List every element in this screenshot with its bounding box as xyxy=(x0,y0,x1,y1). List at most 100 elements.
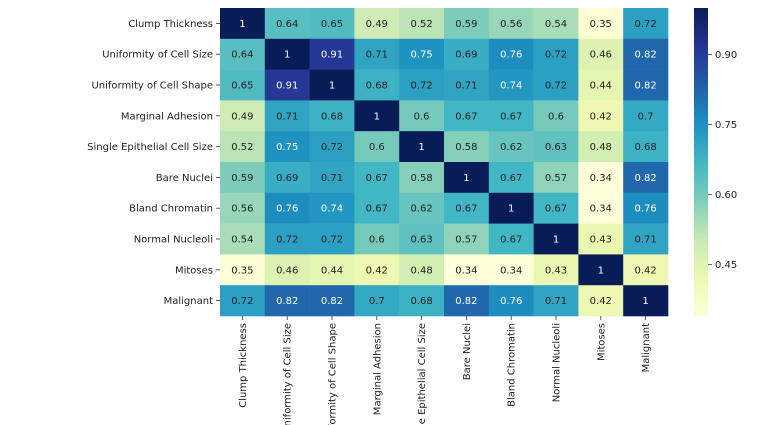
cell-value-label: 0.67 xyxy=(366,173,388,184)
heatmap-cell xyxy=(444,192,490,224)
heatmap-cell xyxy=(399,69,445,101)
cell-value-label: 0.59 xyxy=(455,19,477,30)
heatmap-cell xyxy=(533,192,579,224)
heatmap-cells: 1 0.64 0.65 0.49 0.52 0.59 0.56 0.54 0.35 0.72 0.6… xyxy=(220,8,669,317)
column-label: Malignant xyxy=(641,323,652,372)
heatmap-cell xyxy=(623,223,669,255)
heatmap-cell xyxy=(354,8,400,40)
heatmap-cell xyxy=(444,38,490,70)
cell-value-label: 0.43 xyxy=(590,235,612,246)
cell-value-label: 1 xyxy=(329,81,335,92)
cell-value-label: 0.72 xyxy=(276,235,298,246)
cell-value-label: 0.52 xyxy=(231,142,253,153)
heatmap-cell xyxy=(354,223,400,255)
heatmap-cell xyxy=(488,8,534,40)
heatmap-cell xyxy=(578,8,624,40)
cell-value-label: 0.82 xyxy=(455,296,477,307)
heatmap-cell xyxy=(533,69,579,101)
cell-value-label: 0.34 xyxy=(455,265,477,276)
cell-value-label: 0.72 xyxy=(545,50,567,61)
cell-value-label: 0.82 xyxy=(321,296,343,307)
heatmap-cell xyxy=(220,8,266,40)
cell-value-label: 0.72 xyxy=(545,81,567,92)
cell-value-label: 1 xyxy=(239,19,245,30)
heatmap-cell xyxy=(623,131,669,163)
heatmap-cell xyxy=(354,69,400,101)
cell-value-label: 0.72 xyxy=(410,81,432,92)
heatmap-cell xyxy=(578,162,624,194)
heatmap-cell xyxy=(264,131,310,163)
cell-value-label: 0.75 xyxy=(410,50,432,61)
column-label: Normal Nucleoli xyxy=(552,323,563,402)
heatmap-cell xyxy=(578,69,624,101)
heatmap-cell xyxy=(623,162,669,194)
cell-value-label: 0.6 xyxy=(369,142,385,153)
cell-value-label: 0.76 xyxy=(500,50,522,61)
heatmap-cell xyxy=(354,131,400,163)
cell-value-label: 0.71 xyxy=(634,235,656,246)
cell-value-label: 1 xyxy=(418,142,424,153)
cell-value-label: 0.46 xyxy=(276,265,298,276)
cell-value-label: 0.75 xyxy=(276,142,298,153)
column-label: Bare Nuclei xyxy=(462,323,473,380)
cell-value-label: 0.6 xyxy=(369,235,385,246)
column-label: Single Epithelial Cell Size xyxy=(417,323,428,425)
row-label: Single Epithelial Cell Size xyxy=(87,142,213,153)
cell-value-label: 0.35 xyxy=(590,19,612,30)
heatmap-cell xyxy=(399,254,445,286)
heatmap-cell xyxy=(488,131,534,163)
heatmap-cell xyxy=(264,38,310,70)
heatmap-cell xyxy=(220,100,266,132)
heatmap-cell xyxy=(578,100,624,132)
heatmap-cell xyxy=(488,192,534,224)
cell-value-label: 0.72 xyxy=(231,296,253,307)
heatmap-cell xyxy=(220,162,266,194)
cell-value-label: 0.42 xyxy=(590,296,612,307)
cell-value-label: 0.74 xyxy=(321,204,343,215)
column-label: Mitoses xyxy=(596,323,607,361)
cell-value-label: 0.69 xyxy=(276,173,298,184)
heatmap-cell xyxy=(399,223,445,255)
heatmap-cell xyxy=(533,100,579,132)
cell-value-label: 0.71 xyxy=(366,50,388,61)
cell-value-label: 0.35 xyxy=(231,265,253,276)
heatmap-cell xyxy=(309,100,355,132)
cell-value-label: 0.68 xyxy=(410,296,432,307)
cell-value-label: 0.44 xyxy=(590,81,612,92)
cell-value-label: 1 xyxy=(463,173,469,184)
column-label: Marginal Adhesion xyxy=(372,323,383,415)
row-label: Bare Nuclei xyxy=(156,173,213,184)
heatmap-cell xyxy=(444,69,490,101)
heatmap-cell xyxy=(444,131,490,163)
heatmap-cell xyxy=(578,131,624,163)
cell-value-label: 0.58 xyxy=(455,142,477,153)
heatmap-cell xyxy=(220,254,266,286)
heatmap-cell xyxy=(399,192,445,224)
cell-value-label: 0.71 xyxy=(321,173,343,184)
heatmap-cell xyxy=(309,192,355,224)
cell-value-label: 0.34 xyxy=(500,265,522,276)
heatmap-cell xyxy=(578,285,624,317)
heatmap-cell xyxy=(220,131,266,163)
heatmap-cell xyxy=(533,8,579,40)
heatmap-cell xyxy=(623,192,669,224)
cell-value-label: 0.58 xyxy=(410,173,432,184)
cell-value-label: 0.67 xyxy=(500,235,522,246)
cell-value-label: 0.82 xyxy=(634,173,656,184)
cell-value-label: 0.62 xyxy=(500,142,522,153)
heatmap-cell xyxy=(220,192,266,224)
cell-value-label: 0.82 xyxy=(634,50,656,61)
heatmap-cell xyxy=(399,162,445,194)
heatmap-cell xyxy=(309,223,355,255)
heatmap-cell xyxy=(354,38,400,70)
heatmap-cell xyxy=(444,162,490,194)
cell-value-label: 0.71 xyxy=(545,296,567,307)
cell-value-label: 0.59 xyxy=(231,173,253,184)
cell-value-label: 1 xyxy=(284,50,290,61)
cell-value-label: 0.7 xyxy=(638,111,654,122)
colorbar-tick-label: 0.45 xyxy=(715,260,737,271)
heatmap-cell xyxy=(354,100,400,132)
cell-value-label: 0.57 xyxy=(545,173,567,184)
cell-value-label: 0.71 xyxy=(276,111,298,122)
heatmap-cell xyxy=(264,8,310,40)
